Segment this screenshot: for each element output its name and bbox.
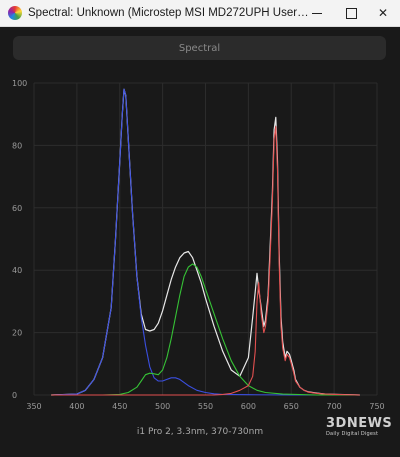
minimize-icon [312,12,322,14]
x-tick-label: 700 [326,402,341,411]
main-content: Spectral 350 400 450 500 550 600 650 700 750 0 20 4… [0,27,400,457]
minimize-button[interactable] [300,0,334,26]
watermark-sub-text: Daily Digital Digest [326,431,379,437]
x-tick-label: 550 [198,402,213,411]
app-logo-icon [8,6,22,20]
y-tick-label: 0 [12,391,17,400]
series-line-red [51,126,360,396]
x-tick-label: 450 [112,402,127,411]
x-tick-label: 600 [241,402,256,411]
x-tick-label: 750 [369,402,384,411]
x-tick-label: 650 [284,402,299,411]
chart-series [51,88,360,396]
x-tick-label: 500 [155,402,170,411]
maximize-icon [345,7,357,19]
watermark-main-text: 3DNEWS [326,416,393,431]
y-tick-label: 40 [12,266,22,275]
y-tick-label: 60 [12,204,22,213]
window-titlebar: Spectral: Unknown (Microstep MSI MD272UP… [0,0,400,27]
close-button[interactable]: ✕ [366,0,400,26]
window-title: Spectral: Unknown (Microstep MSI MD272UP… [28,7,310,19]
x-tick-label: 350 [26,402,41,411]
x-tick-label: 400 [69,402,84,411]
close-icon: ✕ [377,6,389,20]
chart-ticks: 350 400 450 500 550 600 650 700 750 0 20 40 60 80 100 [12,79,385,411]
y-tick-label: 20 [12,329,22,338]
y-tick-label: 80 [12,141,22,150]
maximize-button[interactable] [334,0,368,26]
y-tick-label: 100 [12,79,27,88]
spectral-chart: 350 400 450 500 550 600 650 700 750020406080100 … [12,79,385,437]
x-axis-label: i1 Pro 2, 3.3nm, 370-730nm [137,427,263,437]
chart-grid [33,82,378,396]
watermark-logo: 3DNEWS Daily Digital Digest [326,416,393,443]
series-line-blue [51,88,360,396]
tab-spectral[interactable]: Spectral [13,36,386,60]
